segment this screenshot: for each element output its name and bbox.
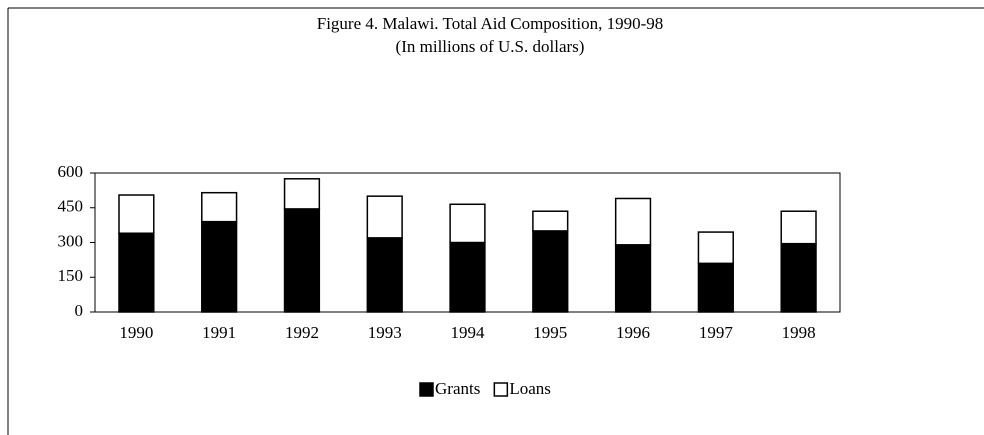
y-tick-label: 300	[58, 231, 84, 250]
x-tick-label: 1997	[699, 323, 734, 342]
x-tick-label: 1995	[533, 323, 567, 342]
legend-swatch	[419, 382, 434, 397]
x-tick-label: 1993	[368, 323, 402, 342]
y-tick-label: 0	[75, 301, 84, 320]
bar-segment	[780, 210, 817, 245]
x-tick-label: 1994	[451, 323, 486, 342]
y-tick-label: 600	[58, 162, 84, 181]
bar-segment	[118, 232, 155, 313]
chart-subtitle: (In millions of U.S. dollars)	[396, 37, 585, 56]
chart-title: Figure 4. Malawi. Total Aid Composition,…	[317, 14, 664, 33]
bar-segment	[697, 262, 734, 313]
bar-segment	[614, 244, 652, 313]
bar-segment	[697, 231, 734, 265]
x-tick-label: 1998	[782, 323, 816, 342]
legend-label: Loans	[509, 379, 551, 398]
bar-segment	[201, 191, 238, 223]
bar-segment	[283, 178, 321, 210]
legend-label: Grants	[435, 379, 480, 398]
bar-segment	[118, 194, 155, 234]
bar-segment	[614, 197, 652, 246]
bar-segment	[366, 237, 403, 313]
bar-segment	[283, 208, 321, 313]
y-tick-label: 150	[58, 266, 84, 285]
bar-segment	[201, 220, 238, 313]
x-tick-label: 1990	[119, 323, 153, 342]
bar-segment	[449, 241, 486, 313]
bar-segment	[532, 210, 569, 232]
y-tick-label: 450	[58, 197, 84, 216]
bar-segment	[366, 195, 403, 239]
x-tick-label: 1992	[285, 323, 319, 342]
legend-swatch	[493, 382, 509, 397]
x-tick-label: 1996	[616, 323, 650, 342]
x-tick-label: 1991	[202, 323, 236, 342]
bar-segment	[449, 203, 486, 244]
bar-segment	[780, 242, 817, 313]
bar-segment	[532, 230, 569, 313]
